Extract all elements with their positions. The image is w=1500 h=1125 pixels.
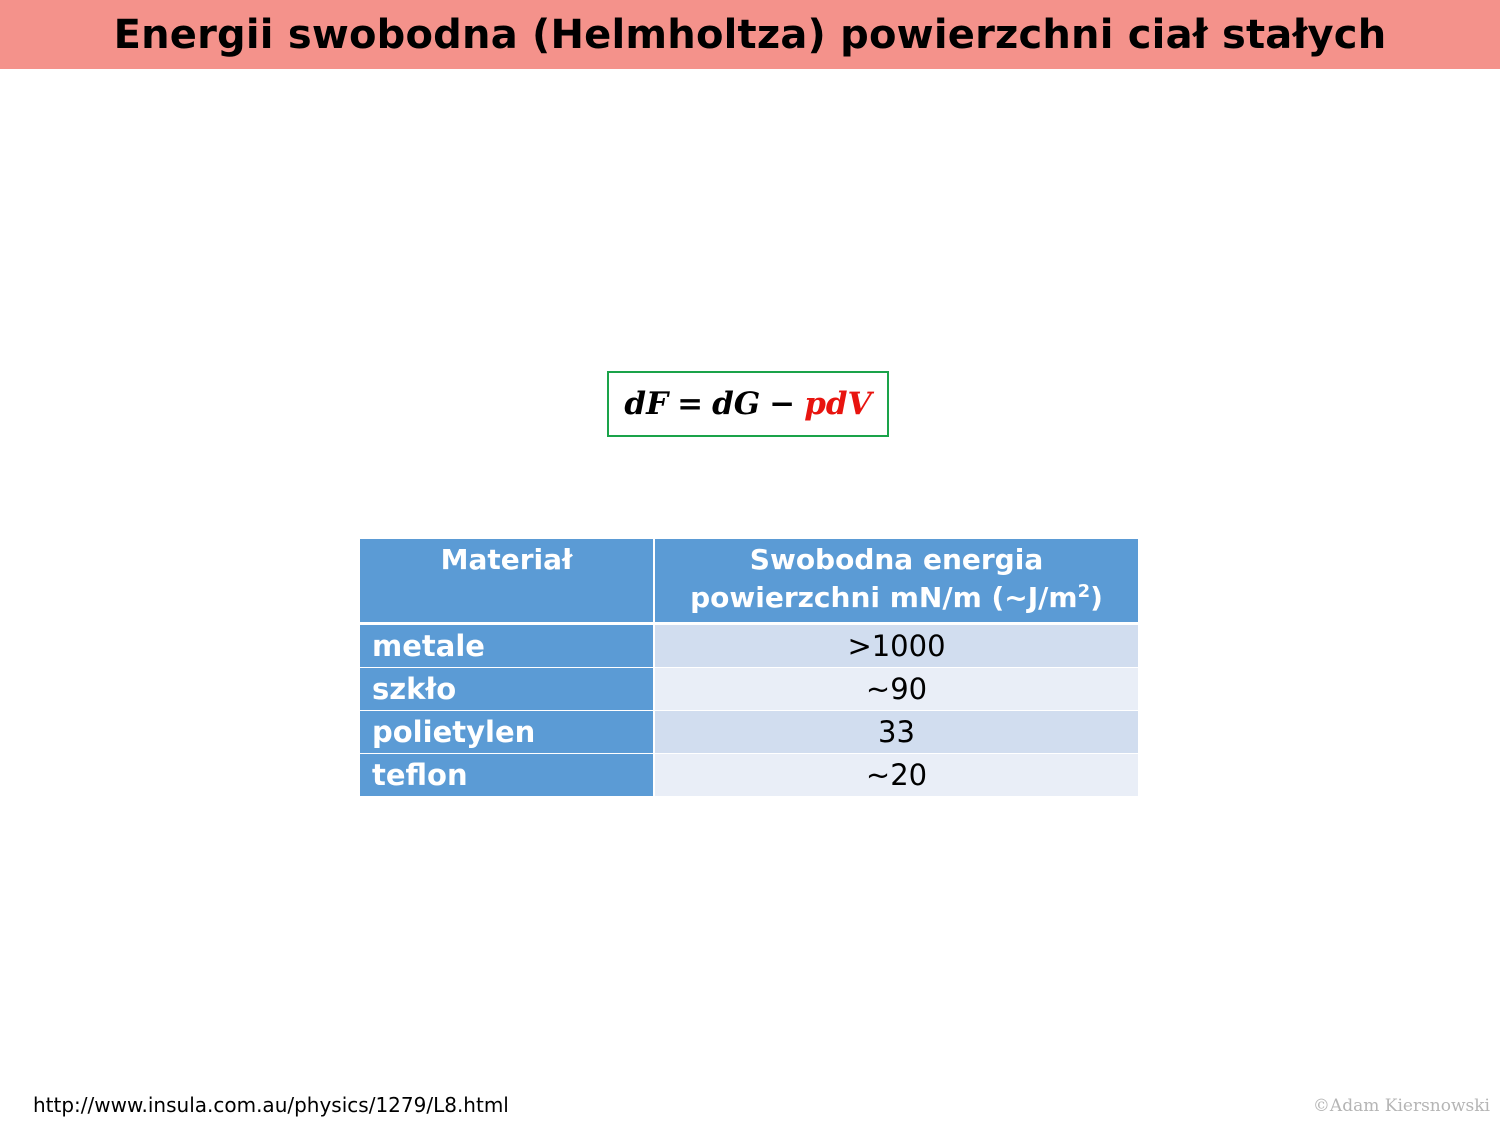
value-cell: ~20	[655, 754, 1138, 797]
material-cell: metale	[360, 625, 655, 668]
surface-energy-table: Materiał Swobodna energia powierzchni mN…	[360, 539, 1138, 797]
slide-title: Energii swobodna (Helmholtza) powierzchn…	[113, 11, 1387, 58]
material-cell: polietylen	[360, 711, 655, 754]
formula-term-pdv: pdV	[804, 386, 872, 422]
formula-equals-sign: =	[677, 386, 704, 422]
table-row: metale >1000	[360, 625, 1138, 668]
value-cell: ~90	[655, 668, 1138, 711]
material-cell: teflon	[360, 754, 655, 797]
header-unit-superscript: 2	[1077, 581, 1091, 602]
value-cell: 33	[655, 711, 1138, 754]
header-surface-energy-line2: powierzchni mN/m (~J/m2)	[690, 581, 1103, 614]
header-unit-suffix: )	[1090, 581, 1103, 614]
material-cell: szkło	[360, 668, 655, 711]
formula-lhs: dF	[624, 386, 669, 422]
table-header-row: Materiał Swobodna energia powierzchni mN…	[360, 539, 1138, 625]
title-bar: Energii swobodna (Helmholtza) powierzchn…	[0, 0, 1500, 69]
header-surface-energy-line1: Swobodna energia	[749, 543, 1044, 576]
table-row: szkło ~90	[360, 668, 1138, 711]
table-row: polietylen 33	[360, 711, 1138, 754]
formula-minus-sign: −	[769, 386, 796, 422]
source-url-link[interactable]: http://www.insula.com.au/physics/1279/L8…	[33, 1093, 509, 1117]
header-unit-prefix: powierzchni mN/m (~J/m	[690, 581, 1078, 614]
table-row: teflon ~20	[360, 754, 1138, 797]
copyright-notice: ©Adam Kiersnowski	[1312, 1096, 1490, 1116]
formula-box: dF = dG − pdV	[607, 371, 889, 437]
header-material: Materiał	[360, 539, 655, 625]
header-surface-energy: Swobodna energia powierzchni mN/m (~J/m2…	[655, 539, 1138, 625]
value-cell: >1000	[655, 625, 1138, 668]
formula-term-dg: dG	[712, 386, 761, 422]
